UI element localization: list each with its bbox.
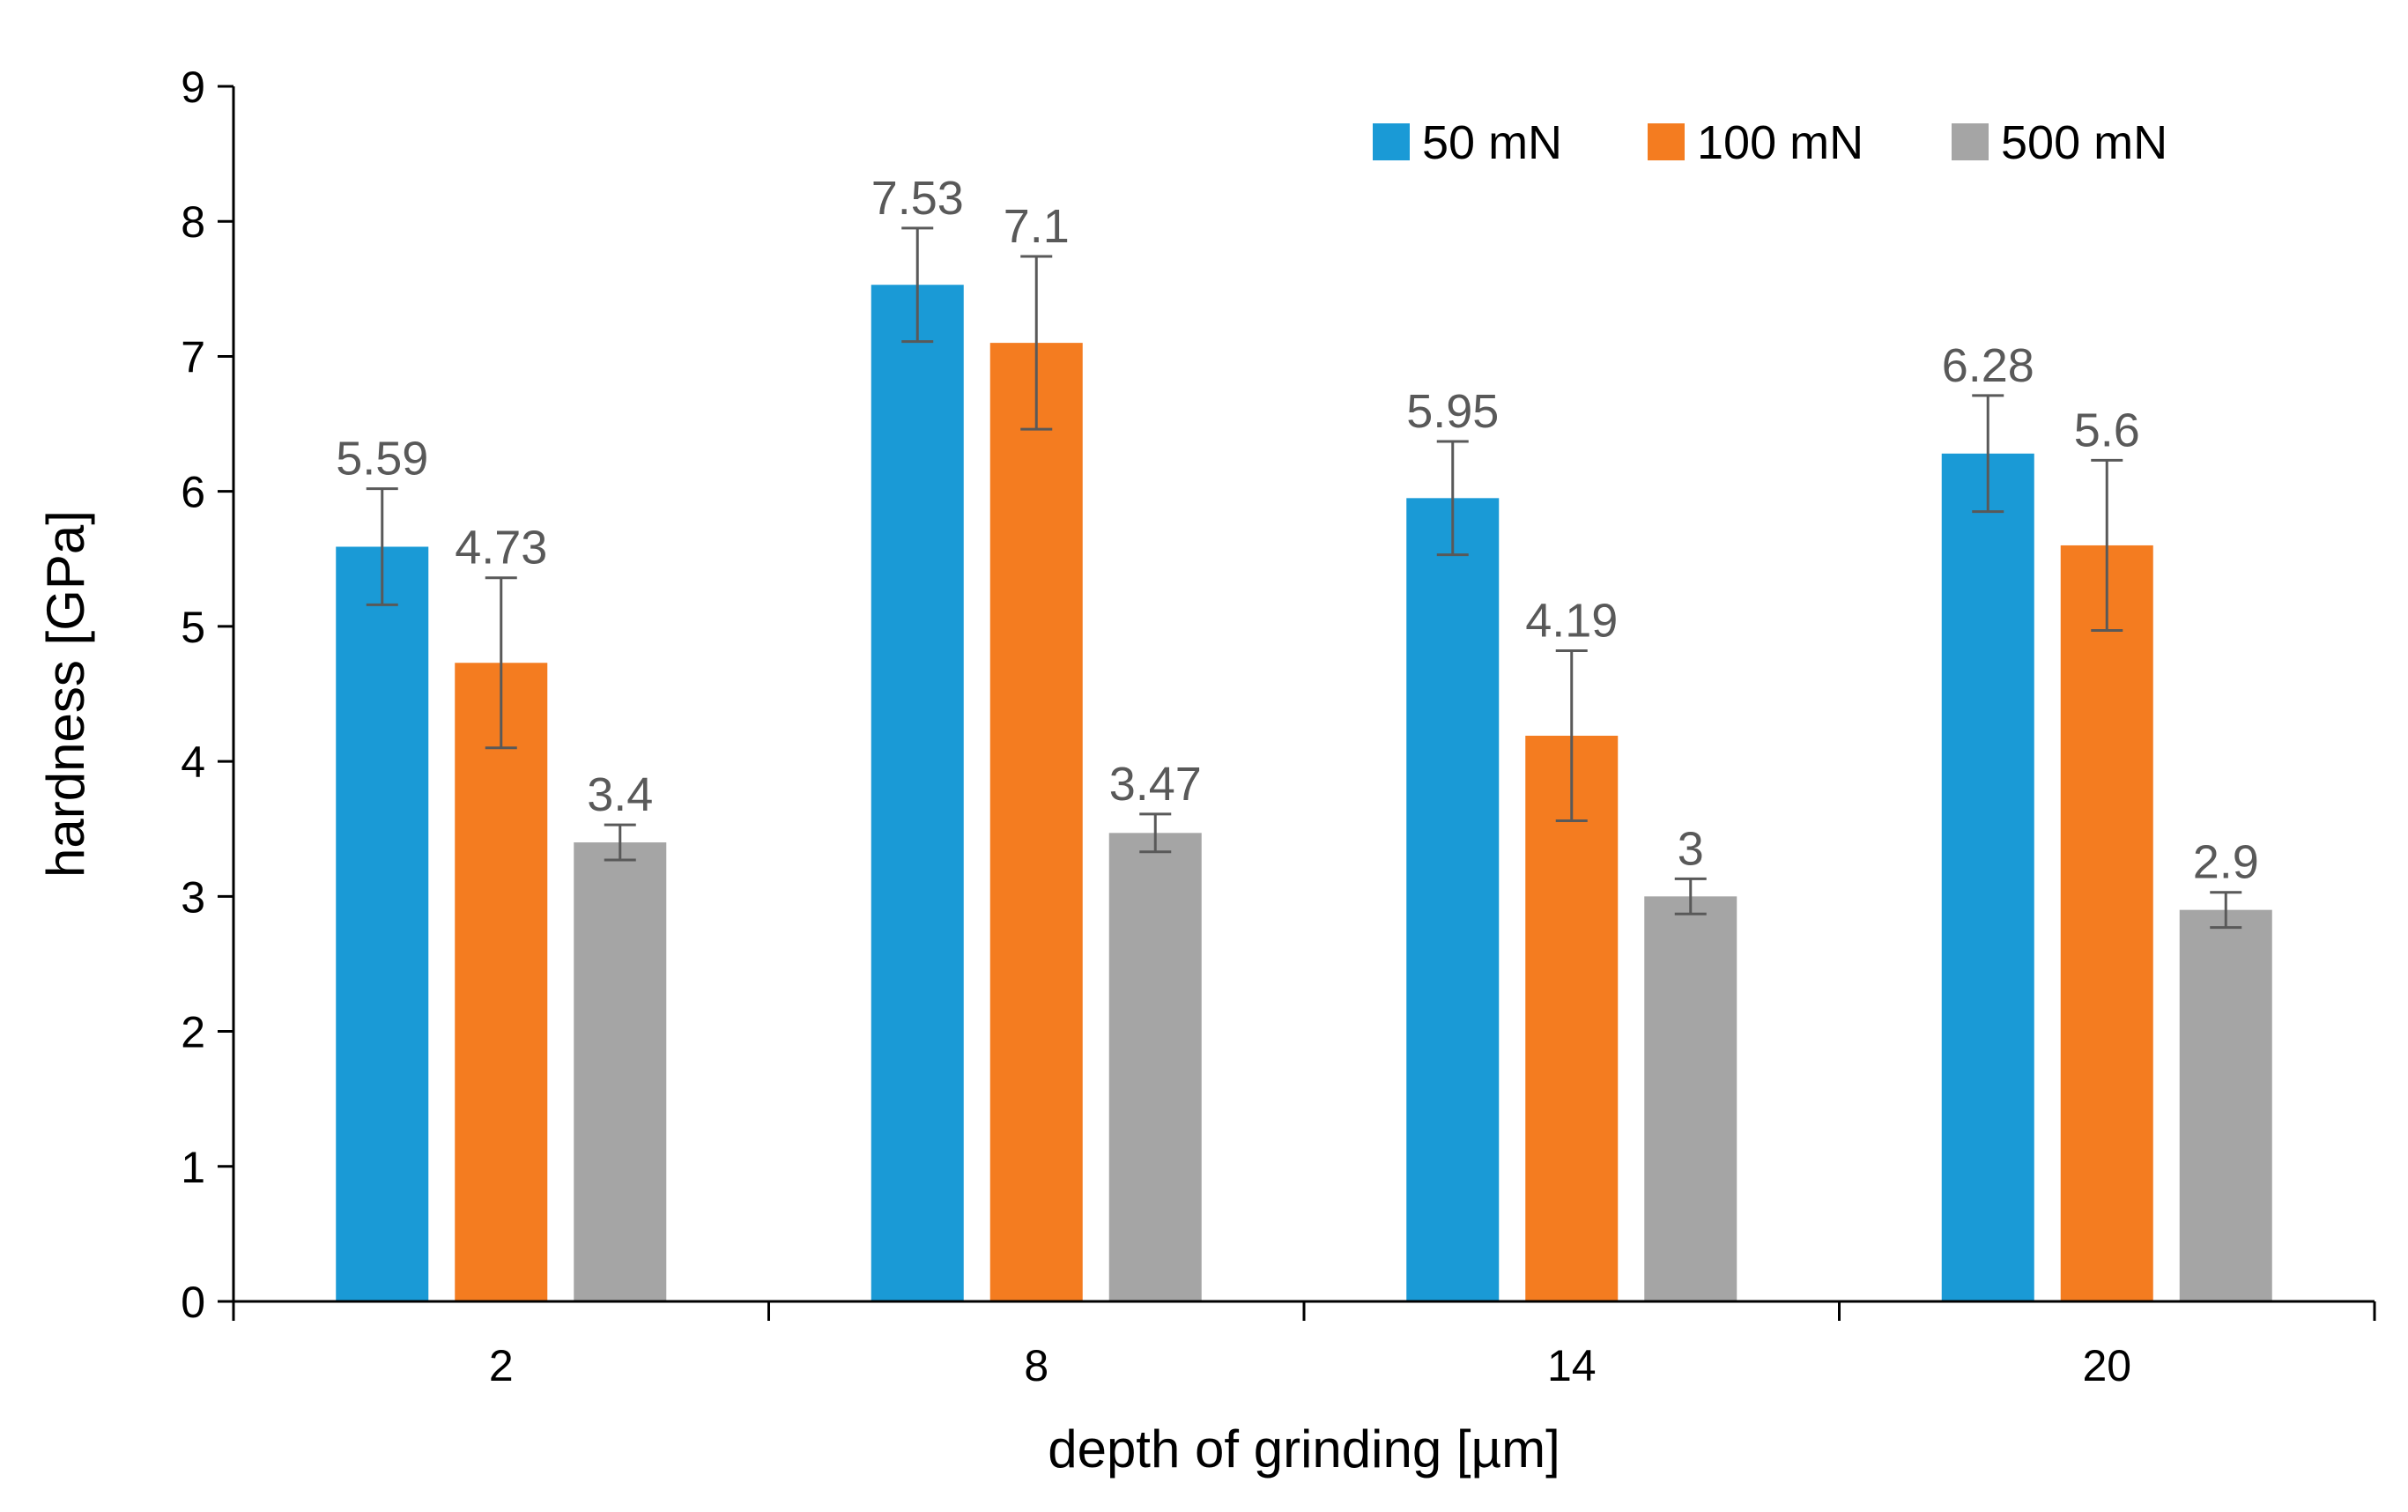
bar-100mn-8 <box>989 343 1083 1302</box>
data-label: 5.59 <box>336 433 428 485</box>
data-label: 3.4 <box>587 768 653 821</box>
y-tick-label: 7 <box>181 332 205 382</box>
legend-label: 500 mN <box>2001 116 2167 169</box>
legend: 50 mN 100 mN 500 mN <box>1373 116 2167 169</box>
data-label: 7.53 <box>871 172 964 225</box>
y-tick-label: 6 <box>181 468 205 517</box>
legend-swatch <box>1373 123 1410 160</box>
bar-50mn-2 <box>336 546 429 1301</box>
x-tick-label: 20 <box>2082 1341 2131 1390</box>
y-tick-label: 9 <box>181 63 205 112</box>
bar-500mn-8 <box>1108 833 1202 1301</box>
y-tick-label: 1 <box>181 1143 205 1192</box>
y-tick-label: 2 <box>181 1008 205 1057</box>
y-tick-label: 5 <box>181 603 205 652</box>
bar-50mn-14 <box>1406 498 1500 1301</box>
data-labels-layer: 5.59 7.53 5.95 6.28 4.73 7.1 4.19 5.6 3.4 3.47 3 2.… <box>336 172 2259 889</box>
legend-label: 50 mN <box>1422 116 1562 169</box>
legend-swatch <box>1952 123 1989 160</box>
bar-100mn-2 <box>455 663 548 1301</box>
bar-500mn-14 <box>1644 896 1737 1301</box>
y-tick-label: 3 <box>181 872 205 922</box>
error-bars-layer <box>366 226 2242 930</box>
data-label: 4.73 <box>455 522 547 574</box>
data-label: 4.19 <box>1525 594 1618 647</box>
x-tick-label: 8 <box>1024 1341 1048 1390</box>
y-tick-label: 0 <box>181 1278 205 1327</box>
bars-layer <box>336 285 2272 1302</box>
data-label: 6.28 <box>1942 339 2034 392</box>
bar-500mn-2 <box>574 842 667 1301</box>
bar-500mn-20 <box>2179 909 2272 1301</box>
y-tick-label: 8 <box>181 197 205 247</box>
y-axis-title: hardness [GPa] <box>36 510 95 878</box>
legend-label: 100 mN <box>1697 116 1863 169</box>
y-tick-label: 4 <box>181 737 205 787</box>
data-label: 7.1 <box>1004 200 1070 253</box>
x-axis-title: depth of grinding [µm] <box>1048 1419 1560 1479</box>
axes-layer: 0 1 2 3 4 5 6 7 8 9 2 8 14 20 <box>181 63 2376 1390</box>
bar-50mn-20 <box>1941 453 2034 1301</box>
x-tick-label: 14 <box>1547 1341 1597 1390</box>
x-tick-label: 2 <box>489 1341 514 1390</box>
bar-100mn-14 <box>1525 735 1619 1301</box>
data-label: 2.9 <box>2193 836 2259 889</box>
data-label: 3.47 <box>1109 758 1202 811</box>
data-label: 5.6 <box>2074 404 2140 456</box>
bar-50mn-8 <box>871 285 964 1301</box>
data-label: 3 <box>1678 822 1704 875</box>
legend-swatch <box>1648 123 1685 160</box>
bar-100mn-20 <box>2060 545 2153 1301</box>
data-label: 5.95 <box>1406 385 1499 438</box>
